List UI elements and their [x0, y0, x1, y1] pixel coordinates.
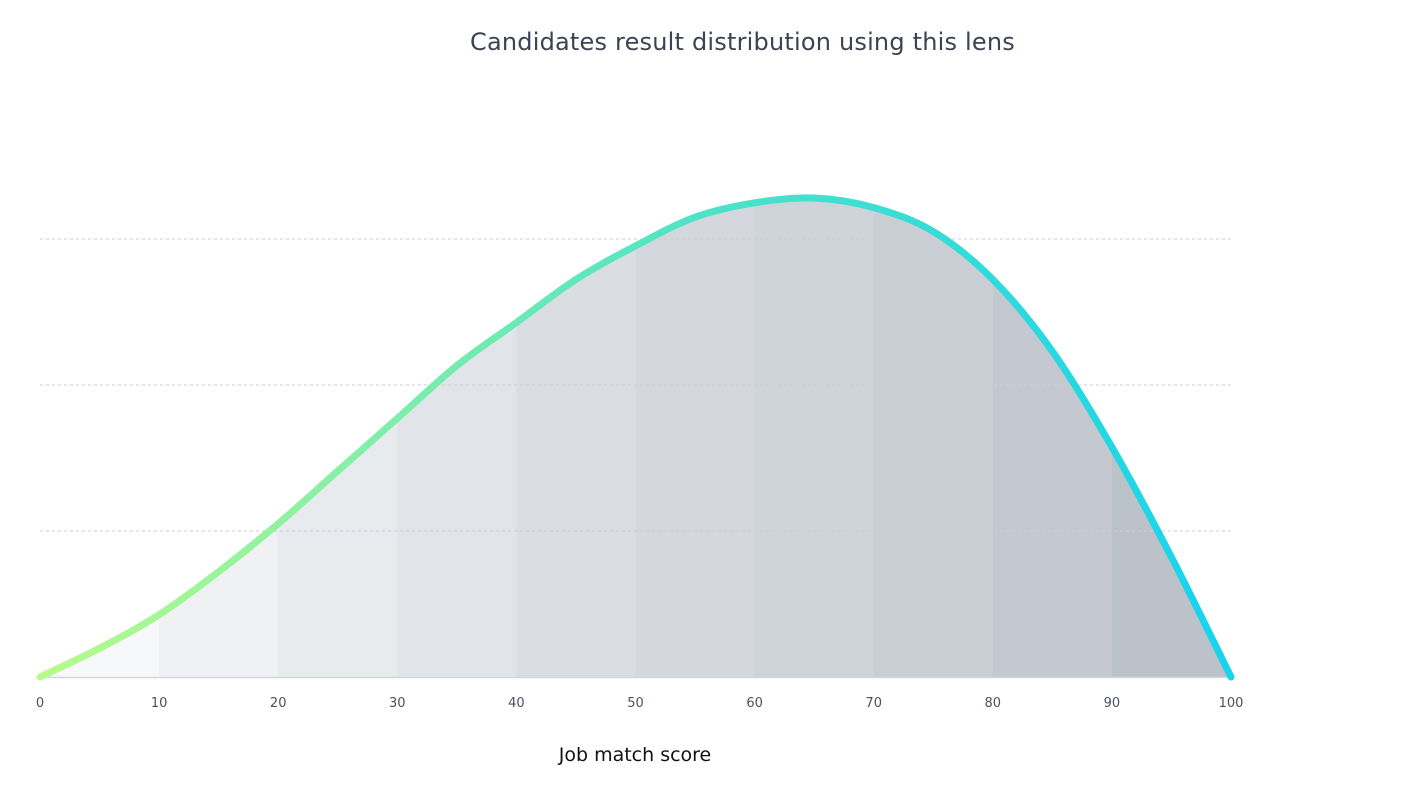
area-band-70-80: [873, 197, 994, 677]
x-tick-label-100: 100: [1219, 696, 1244, 711]
area-band-10-20: [159, 197, 279, 677]
x-tick-label-80: 80: [985, 696, 1002, 711]
x-tick-label-40: 40: [508, 696, 525, 711]
x-tick-labels: 0 10 20 30 40 50 60 70 80 90 100: [36, 696, 1244, 711]
area-band-50-60: [635, 197, 756, 677]
gridlines: [40, 238, 1231, 532]
x-tick-label-70: 70: [865, 696, 882, 711]
x-axis-label: Job match score: [558, 744, 712, 766]
area-band-20-30: [278, 197, 398, 677]
x-tick-label-60: 60: [746, 696, 763, 711]
area-band-0-10: [40, 197, 160, 677]
area-fill-bands: [40, 197, 1231, 677]
x-tick-label-30: 30: [389, 696, 406, 711]
area-band-30-40: [397, 197, 517, 677]
x-tick-label-90: 90: [1104, 696, 1121, 711]
x-tick-label-10: 10: [151, 696, 168, 711]
x-tick-label-50: 50: [627, 696, 644, 711]
x-tick-label-20: 20: [270, 696, 287, 711]
area-band-90-100: [1111, 197, 1231, 677]
area-band-40-50: [516, 197, 636, 677]
chart-title: Candidates result distribution using thi…: [470, 28, 1015, 56]
area-band-60-70: [754, 197, 875, 677]
distribution-curve: [36, 194, 1235, 681]
x-tick-label-0: 0: [36, 696, 44, 711]
